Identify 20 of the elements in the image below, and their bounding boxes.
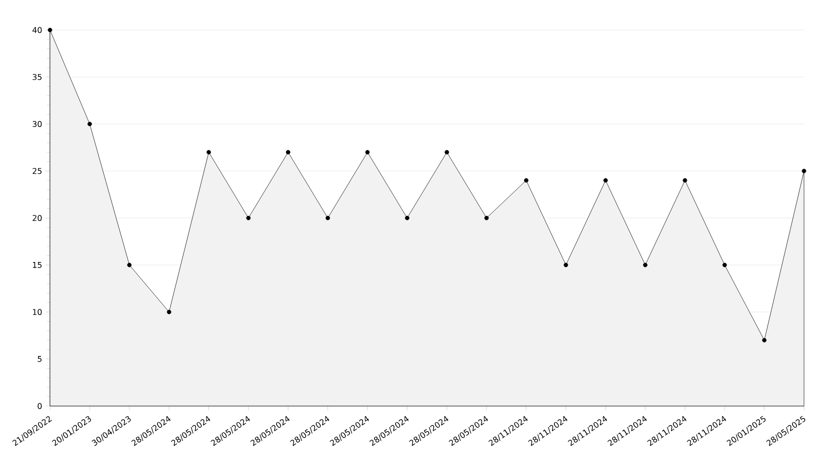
point <box>326 216 330 220</box>
point <box>127 262 132 268</box>
point <box>524 178 528 183</box>
point <box>603 178 608 183</box>
point <box>564 262 568 268</box>
point <box>762 338 767 342</box>
point <box>722 262 727 268</box>
point <box>802 168 806 174</box>
point <box>166 310 172 314</box>
point <box>246 216 251 220</box>
point <box>365 150 370 154</box>
point <box>643 262 648 268</box>
point <box>484 216 489 220</box>
point <box>48 28 52 32</box>
point <box>444 150 450 154</box>
point <box>682 178 688 183</box>
point <box>88 122 92 126</box>
point <box>286 150 290 154</box>
point <box>404 216 410 220</box>
point <box>206 150 211 154</box>
